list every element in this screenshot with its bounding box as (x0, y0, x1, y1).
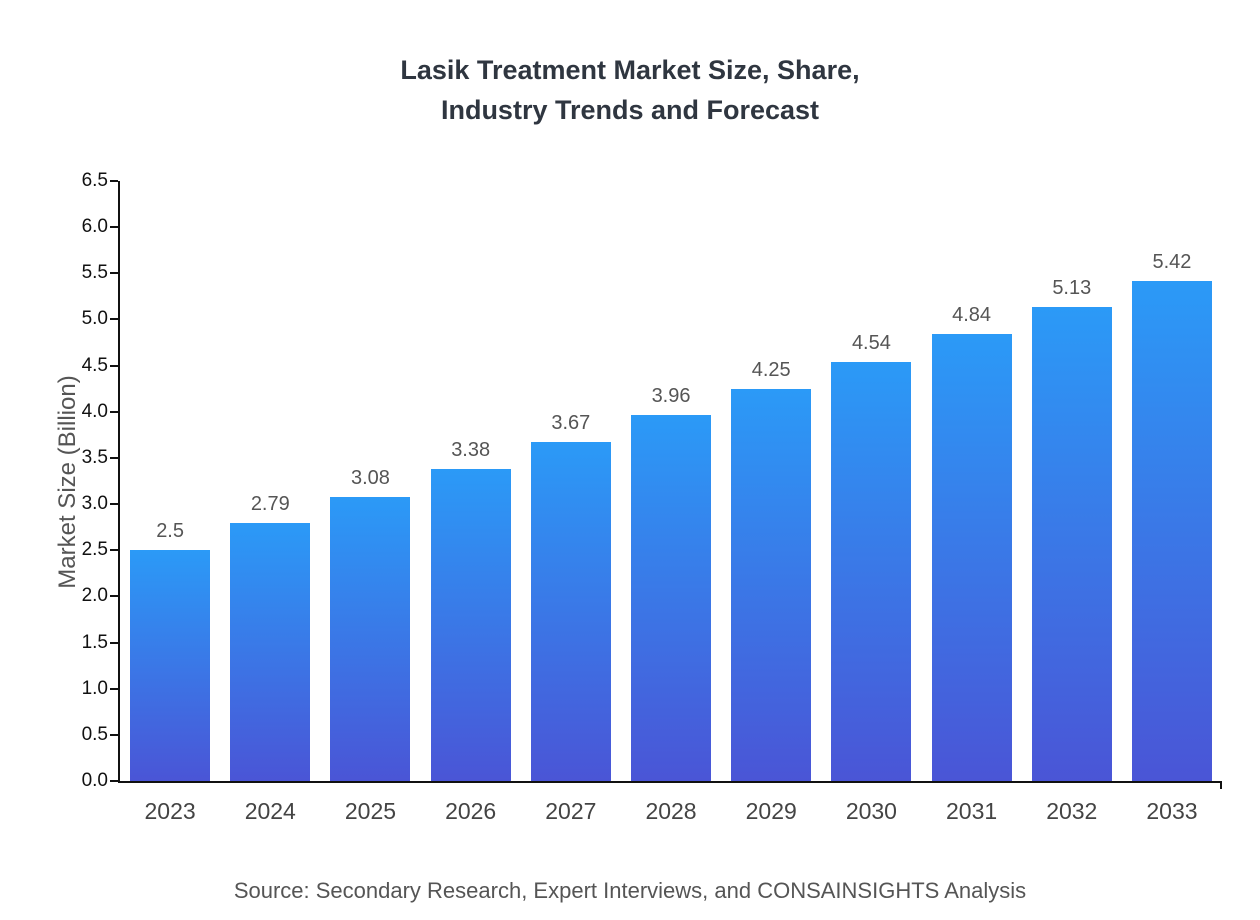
y-tick-label: 0.0 (81, 770, 108, 791)
bar-value-label: 5.42 (1152, 250, 1192, 273)
bar-group: 2.79 2024 (220, 181, 320, 824)
bar-value-label: 3.67 (551, 412, 591, 435)
y-tick-label: 3.5 (81, 446, 108, 468)
y-tick-label: 4.0 (81, 400, 108, 422)
y-tick-mark (110, 272, 118, 275)
bar-value-label: 3.38 (451, 439, 491, 461)
x-tick-label: 2032 (1046, 798, 1098, 824)
source-note: Source: Secondary Research, Expert Inter… (233, 878, 1027, 903)
x-tick-label: 2025 (344, 798, 397, 824)
y-tick-label: 5.5 (81, 262, 108, 284)
y-tick-label: 5.0 (81, 308, 108, 330)
x-tick-label: 2023 (144, 798, 196, 824)
y-tick-label: 1.5 (81, 631, 108, 653)
y-tick-label: 2.0 (81, 585, 108, 607)
y-tick-mark (110, 549, 118, 552)
y-tick-label: 1.0 (81, 677, 108, 699)
bar-group: 4.25 2029 (721, 181, 821, 824)
y-tick-mark (110, 410, 118, 413)
y-tick-label: 2.5 (81, 539, 108, 561)
y-tick-label: 6.5 (81, 170, 108, 191)
bar (731, 388, 812, 781)
bar-group: 3.38 2026 (421, 181, 521, 824)
bar (631, 415, 712, 781)
bar (931, 334, 1012, 781)
x-tick-label: 2028 (645, 798, 697, 824)
bar (1031, 307, 1112, 781)
y-tick-label: 6.0 (81, 216, 108, 238)
bars-row: 2.5 2023 2.79 2024 3.08 2025 3.38 2026 3.67 2027 3… (120, 181, 1222, 824)
y-tick-mark (110, 364, 118, 367)
bar-value-label: 3.08 (351, 466, 390, 489)
x-tick-label: 2030 (845, 798, 897, 824)
bar-value-label: 2.79 (250, 493, 290, 516)
y-tick-mark (110, 503, 118, 506)
x-tick-label: 2024 (244, 798, 296, 824)
bar (430, 469, 511, 781)
y-tick-mark (110, 226, 118, 229)
bar-value-label: 3.96 (651, 385, 691, 408)
bar (530, 442, 611, 781)
y-tick-mark (110, 318, 118, 321)
x-tick-label: 2029 (745, 798, 797, 824)
bar-group: 5.42 2033 (1122, 181, 1222, 824)
bar-value-label: 4.25 (751, 358, 791, 381)
bar-value-label: 2.5 (156, 520, 184, 543)
bar-group: 2.5 2023 (120, 181, 220, 824)
bar-group: 4.84 2031 (922, 181, 1022, 824)
plot-area: 2.5 2023 2.79 2024 3.08 2025 3.38 2026 3.67 2027 3… (82, 170, 1222, 824)
x-tick-label: 2033 (1146, 798, 1198, 824)
bar-value-label: 4.54 (851, 331, 891, 354)
bar (130, 550, 211, 781)
y-tick-label: 3.0 (81, 493, 108, 515)
bar (1131, 280, 1212, 781)
x-tick-label: 2027 (545, 798, 597, 824)
bar-value-label: 5.13 (1052, 277, 1092, 300)
y-tick-mark (110, 641, 118, 644)
y-tick-mark (110, 780, 118, 782)
y-tick-label: 0.5 (81, 723, 108, 745)
y-axis-title: Market Size (Billion) (54, 375, 81, 589)
y-tick-mark (110, 595, 118, 598)
y-tick-label: 4.5 (81, 354, 108, 376)
bar-value-label: 4.84 (952, 304, 992, 327)
bar (330, 496, 411, 781)
bar-group: 3.96 2028 (621, 181, 721, 824)
y-tick-mark (110, 733, 118, 736)
y-tick-mark (110, 180, 118, 182)
bar-group: 3.08 2025 (320, 181, 420, 824)
x-tick-label: 2026 (445, 798, 497, 824)
chart-title: Lasik Treatment Market Size, Share, Indu… (400, 55, 860, 125)
bar-group: 3.67 2027 (521, 181, 621, 824)
y-tick-mark (110, 456, 118, 459)
x-axis-end-tick (1220, 783, 1222, 789)
bar (831, 361, 912, 781)
bar (230, 523, 311, 781)
bar-group: 4.54 2030 (821, 181, 921, 824)
bar-group: 5.13 2032 (1022, 181, 1122, 824)
x-tick-label: 2031 (946, 798, 998, 824)
y-tick-mark (110, 687, 118, 690)
